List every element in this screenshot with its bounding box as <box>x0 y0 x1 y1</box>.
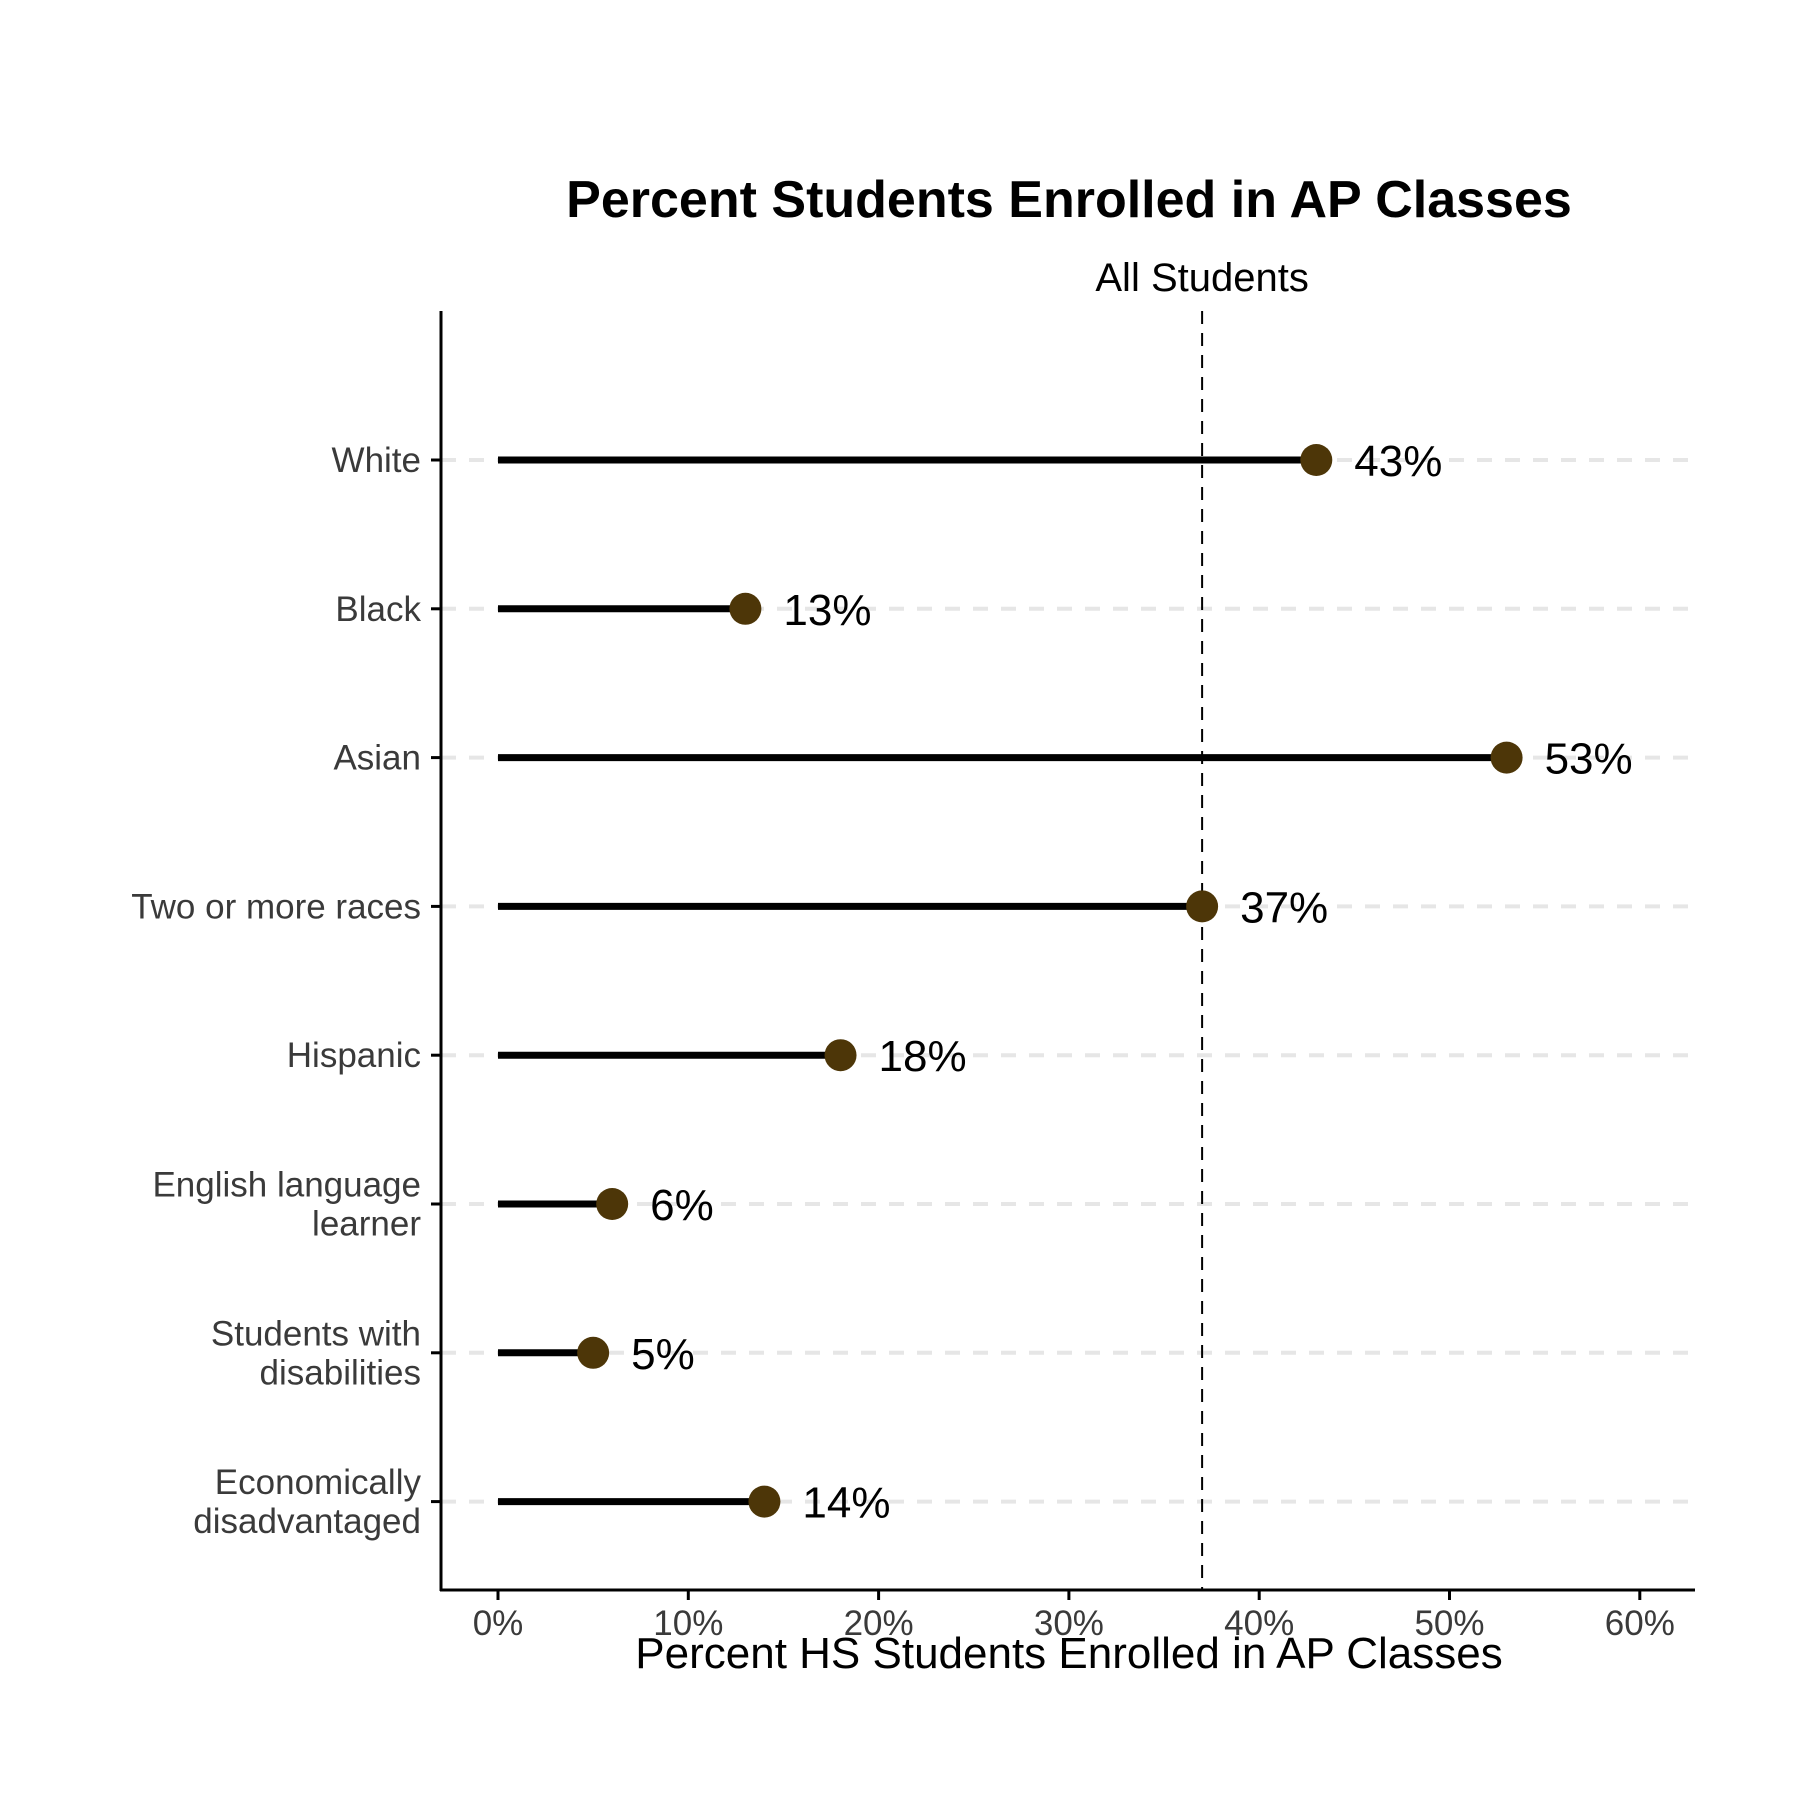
data-label: 37% <box>1240 883 1328 932</box>
data-label: 18% <box>879 1032 967 1081</box>
lollipop-point <box>1300 444 1333 476</box>
lollipop-point <box>1490 741 1523 774</box>
data-label: 6% <box>650 1181 714 1230</box>
data-label: 14% <box>802 1479 890 1528</box>
lollipop-point <box>824 1039 857 1072</box>
lollipop-point <box>577 1336 610 1369</box>
y-tick-label: English language learner <box>152 1166 421 1244</box>
x-axis-ticks: 0% 10% 20% 30% 40% 50% 60% <box>473 1590 1675 1643</box>
x-axis-title: Percent HS Students Enrolled in AP Class… <box>635 1629 1502 1678</box>
x-tick-label: 20% <box>844 1604 914 1643</box>
y-tick-label: Black <box>335 590 421 629</box>
chart-title: Percent Students Enrolled in AP Classes <box>566 171 1572 229</box>
x-tick-label: 30% <box>1034 1604 1104 1643</box>
y-tick-label: White <box>332 441 421 480</box>
data-label: 13% <box>783 586 871 635</box>
x-tick-label: 40% <box>1224 1604 1294 1643</box>
y-tick-label: Asian <box>333 739 421 778</box>
x-tick-label: 10% <box>653 1604 723 1643</box>
data-label: 5% <box>631 1330 695 1379</box>
lollipop-points <box>577 444 1523 1518</box>
lollipop-point <box>596 1188 629 1220</box>
lollipop-point <box>1186 890 1219 923</box>
lollipop-point <box>729 592 762 625</box>
reference-line-label: All Students <box>1095 256 1308 300</box>
y-tick-label: Economically disadvantaged <box>193 1463 421 1541</box>
data-label: 53% <box>1545 735 1633 784</box>
x-tick-label: 50% <box>1414 1604 1484 1643</box>
y-tick-label: Hispanic <box>287 1036 421 1075</box>
gridlines <box>441 458 1695 1504</box>
lollipop-stems <box>498 456 1507 1506</box>
lollipop-point <box>748 1485 781 1518</box>
x-tick-label: 0% <box>473 1604 524 1643</box>
y-tick-label: Two or more races <box>131 887 421 926</box>
y-tick-label: Students with disabilities <box>211 1314 421 1392</box>
y-axis-ticks: White Black Asian Two or more races Hispanic… <box>131 441 441 1541</box>
axes <box>439 311 1695 1592</box>
reference-line-group: All Students <box>1095 256 1309 1590</box>
data-labels: 43% 13% 53% 37% 18% 6% 5% 14% <box>631 437 1633 1528</box>
x-tick-label: 60% <box>1605 1604 1675 1643</box>
data-label: 43% <box>1354 437 1442 486</box>
